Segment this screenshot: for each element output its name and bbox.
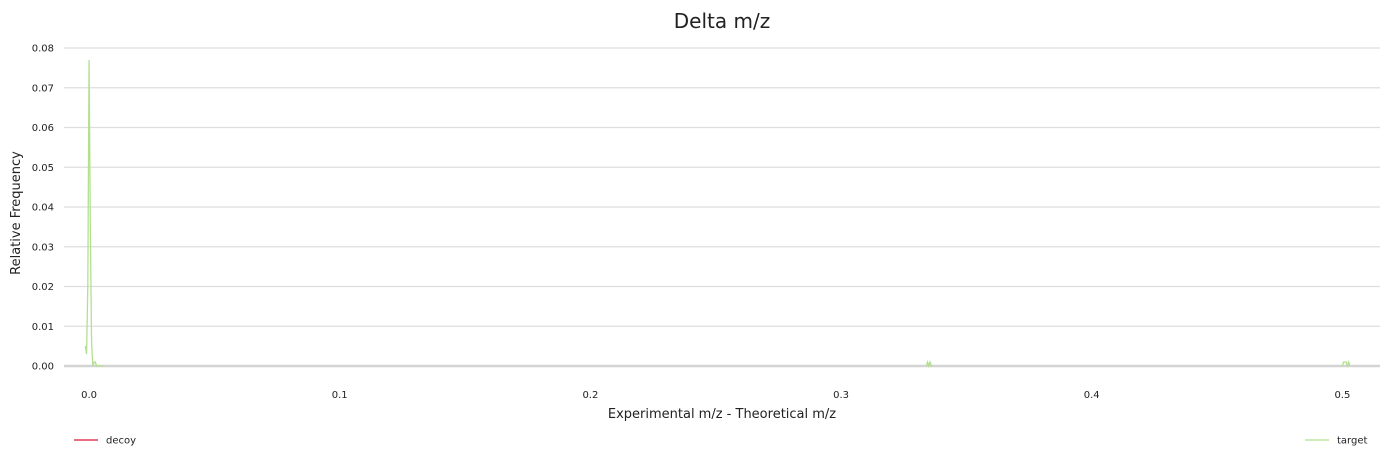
x-tick-label: 0.3 xyxy=(833,390,849,401)
y-tick-label: 0.07 xyxy=(32,83,54,94)
x-tick-label: 0.5 xyxy=(1334,390,1350,401)
series-line-target xyxy=(925,359,933,369)
legend: decoy target xyxy=(74,436,1367,447)
y-axis-label: Relative Frequency xyxy=(9,151,24,275)
grid-layer xyxy=(64,47,1380,368)
legend-label-target: target xyxy=(1337,436,1367,447)
series-line-target xyxy=(1341,359,1351,369)
y-tick-label: 0.06 xyxy=(32,123,54,134)
y-tick-label: 0.01 xyxy=(32,322,54,333)
legend-label-decoy: decoy xyxy=(106,436,136,447)
x-tick-labels: 0.0 0.1 0.2 0.3 0.4 0.5 xyxy=(81,390,1350,401)
y-tick-label: 0.03 xyxy=(32,242,54,253)
x-tick-label: 0.1 xyxy=(332,390,348,401)
y-tick-label: 0.02 xyxy=(32,282,54,293)
chart-title: Delta m/z xyxy=(674,9,770,33)
y-tick-label: 0.08 xyxy=(32,44,54,55)
series-layer xyxy=(84,59,1351,369)
y-tick-label: 0.00 xyxy=(32,362,54,373)
x-tick-label: 0.2 xyxy=(582,390,598,401)
x-tick-label: 0.4 xyxy=(1084,390,1100,401)
y-tick-label: 0.05 xyxy=(32,163,54,174)
x-tick-label: 0.0 xyxy=(81,390,97,401)
y-tick-labels: 0.00 0.01 0.02 0.03 0.04 0.05 0.06 0.07 0.08 xyxy=(32,44,54,373)
x-axis-label: Experimental m/z - Theoretical m/z xyxy=(608,407,836,422)
series-line-target xyxy=(84,59,103,367)
y-tick-label: 0.04 xyxy=(32,203,54,214)
